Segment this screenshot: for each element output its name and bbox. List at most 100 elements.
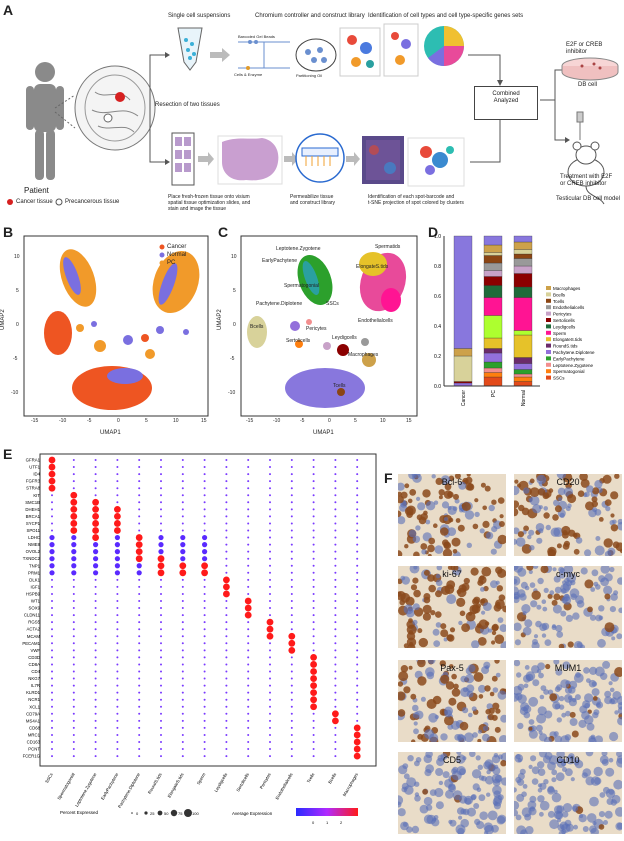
umap-c-plot [240,235,418,417]
dot-mark [160,741,162,743]
dot-mark [181,691,184,694]
dot-mark [49,542,55,548]
dot-mark [138,480,141,483]
group-label: RoundS.tids [147,772,163,795]
dot-mark [312,635,315,638]
dot-mark [203,607,206,610]
dot-mark [94,614,97,617]
dot-mark [225,635,228,638]
dot-mark [116,635,119,638]
dot-mark [70,505,78,513]
umap-b-plot [23,235,209,417]
dot-mark [247,508,250,511]
dot-mark [181,600,184,602]
dot-mark [310,654,317,661]
dot-mark [72,705,75,708]
dot-mark [203,741,206,743]
dot-mark [225,607,228,610]
bar-marks [453,235,533,387]
gene-label: IL7R [31,683,40,688]
dot-mark [160,755,162,758]
dot-mark [247,564,250,567]
group-label: Macrophages [342,772,359,797]
dot-mark [290,522,293,525]
dot-mark [116,494,119,497]
dot-mark [310,661,317,668]
dot-mark [334,529,337,532]
dot-mark [334,705,337,708]
dot-mark [94,487,97,490]
dot-mark [201,569,209,577]
dot-mark [138,705,141,708]
dot-mark [203,515,206,518]
dot-mark [51,698,53,701]
dot-mark [160,628,162,631]
dot-mark [334,543,337,546]
dot-mark [203,635,206,638]
dot-mark [334,557,337,560]
dot-mark [247,642,250,645]
dot-mark [70,513,78,520]
dot-mark [269,466,271,469]
group-label: Pericytes [259,772,272,790]
dot-mark [116,719,119,722]
dot-mark [356,473,359,476]
dot-mark [160,705,162,708]
treatment-text: Treatment with E2F or CREB inhibitor [560,174,613,187]
dot-mark [334,621,337,624]
dot-mark [202,549,208,555]
dot-mark [334,741,337,743]
dot-mark [116,614,119,617]
tube-illustration [177,27,203,71]
dot-mark [138,712,141,715]
dot-mark [269,705,271,708]
dot-mark [93,542,99,548]
gene-label: CD3D [28,655,40,660]
identification-spot-text: Identification of each spot-barcode and … [368,194,464,206]
dot-mark [116,656,119,659]
dot-mark [334,691,337,694]
dot-mark [223,576,230,584]
panel-label-a: A [3,2,14,18]
dot-mark [116,459,119,461]
dot-mark [180,534,186,541]
dot-mark [160,607,162,610]
group-label: Spermatogonial [56,772,75,801]
dot-mark [334,571,337,574]
gene-label: ACTA2 [26,627,40,632]
dot-mark [116,691,119,694]
dot-mark [244,597,252,605]
dot-mark [269,557,271,560]
dot-mark [356,621,359,624]
ihc-image-cd5: CD5 [398,752,506,834]
dot-mark [312,459,315,461]
panel-label-f: F [384,470,393,486]
dot-mark [116,473,119,476]
dot-mark [94,635,97,638]
dot-mark [203,691,206,694]
dot-mark [114,549,120,555]
dot-mark [269,522,271,525]
bar-ytick: 0.8 [434,264,441,270]
dot-mark [94,733,97,736]
bar-segment [483,337,503,349]
dot-mark [290,508,293,511]
pct-legend-label: 75 [178,811,183,816]
dot-mark [51,515,53,518]
dot-mark [116,705,119,708]
dot-mark [334,684,337,687]
dot-mark [181,635,184,638]
gene-label: LDHC [28,535,40,540]
dot-mark [312,466,315,469]
dot-mark [290,459,293,461]
pct-legend-label: 100 [192,811,199,816]
legend-label: SSCs [553,376,565,381]
dot-mark [334,466,337,469]
partitioning-oil-text: Partitioning Oil [296,73,323,78]
dot-mark [72,712,75,715]
dot-mark [332,717,339,725]
dot-mark [51,592,53,595]
dot-mark [203,748,206,751]
dot-mark [247,578,250,581]
dot-mark [312,480,315,483]
